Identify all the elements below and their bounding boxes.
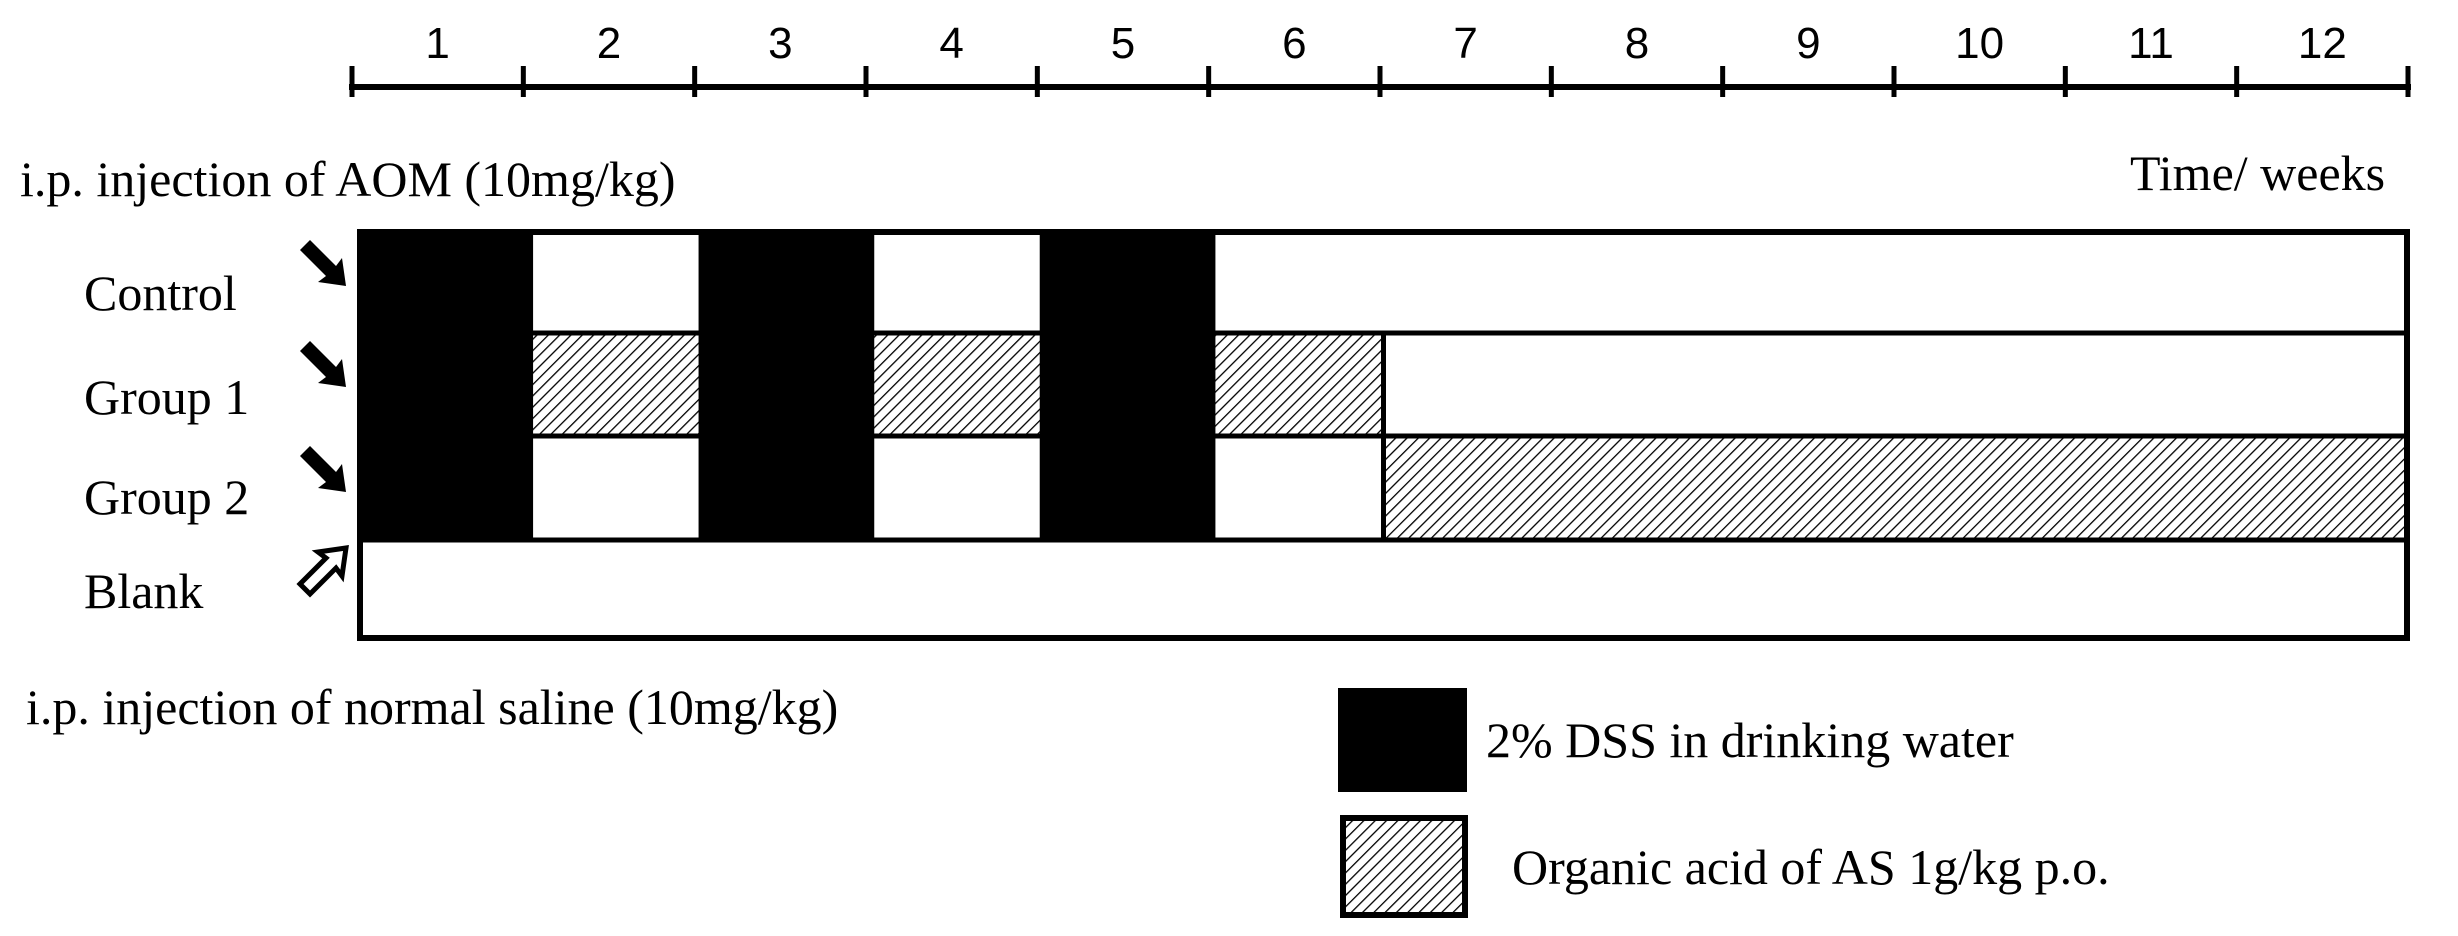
segment-acid-week-4 [869,330,1045,439]
row-group-1 [357,330,2410,439]
segment-dss-week-3 [698,433,875,543]
rows-outline [357,229,2410,641]
week-label-2: 2 [596,19,622,68]
arrow-icon [300,240,346,286]
bottom-injection-label: i.p. injection of normal saline (10mg/kg… [26,679,839,735]
week-label-6: 6 [1282,19,1307,68]
segment-acid-week-7 [1381,433,2410,543]
segment-empty-week-1 [357,537,2410,641]
arrow-icon [300,341,346,387]
segment-dss-week-3 [698,229,875,336]
segment-empty-week-6 [1210,433,1386,543]
segment-acid-week-2 [528,330,704,439]
legend-swatches [1338,688,1468,918]
segment-empty-week-7 [1381,330,2410,439]
week-label-10: 10 [1955,19,2005,68]
segment-dss-week-1 [357,330,534,439]
week-label-8: 8 [1624,19,1650,68]
week-axis [349,66,2411,97]
hollow-arrow-icon [296,545,349,598]
week-label-5: 5 [1110,19,1136,68]
segment-dss-week-3 [698,330,875,439]
legend-swatch-acid [1340,815,1468,918]
segment-dss-week-5 [1039,433,1216,543]
week-label-12: 12 [2297,19,2347,68]
week-label-7: 7 [1453,19,1478,68]
top-injection-label: i.p. injection of AOM (10mg/kg) [20,151,676,207]
time-unit-label: Time/ weeks [2130,145,2386,201]
legend-label-dss: 2% DSS in drinking water [1486,712,2014,768]
segment-dss-week-1 [357,433,534,543]
row-control [357,229,2410,336]
week-label-9: 9 [1796,19,1821,68]
legend-swatch-dss [1338,688,1467,792]
arrow-icon [300,446,346,492]
row-group-2 [357,433,2410,543]
row-blank [357,537,2410,641]
segment-empty-week-6 [1210,229,2410,336]
segment-empty-week-4 [869,433,1045,543]
week-label-4: 4 [939,19,964,68]
week-label-3: 3 [768,19,793,68]
group-markers [296,240,349,598]
segment-acid-week-6 [1210,330,1386,439]
group-label-group-1: Group 1 [84,369,250,425]
segment-empty-week-4 [869,229,1045,336]
segment-dss-week-5 [1039,229,1216,336]
group-label-group-2: Group 2 [84,469,250,525]
legend-label-acid: Organic acid of AS 1g/kg p.o. [1512,839,2110,895]
week-label-11: 11 [2128,19,2174,68]
group-label-blank: Blank [84,563,204,619]
week-label-1: 1 [425,19,450,68]
group-rows [357,229,2410,641]
group-label-control: Control [84,265,237,321]
segment-dss-week-1 [357,229,534,336]
segment-empty-week-2 [528,229,704,336]
segment-dss-week-5 [1039,330,1216,439]
segment-empty-week-2 [528,433,704,543]
